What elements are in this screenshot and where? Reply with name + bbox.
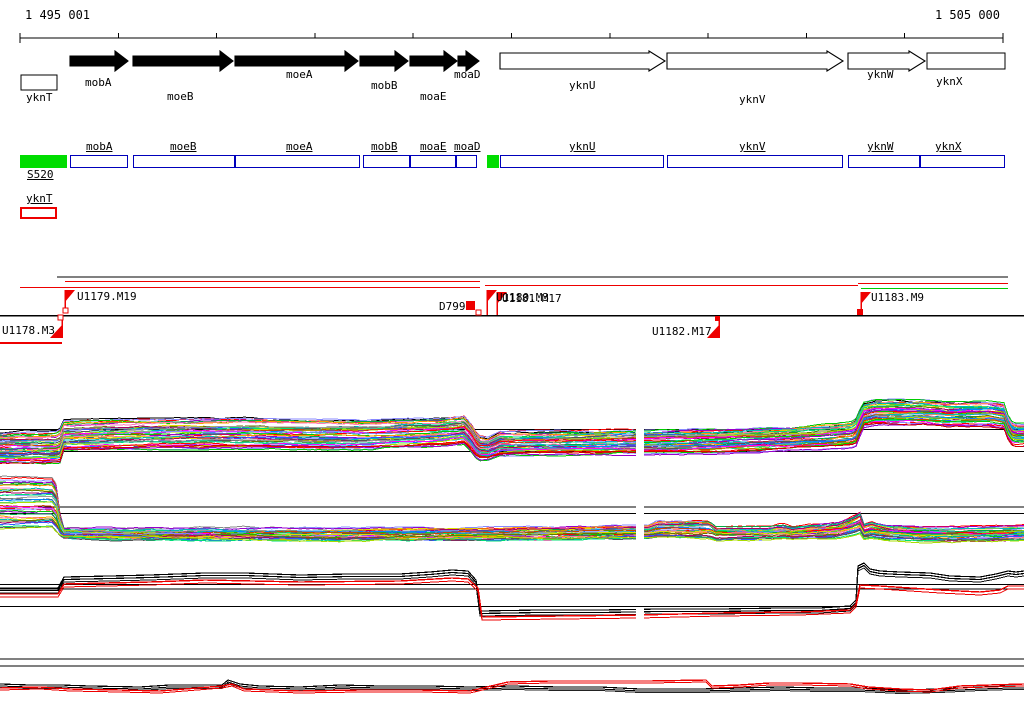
gene-label-yknW: yknW (867, 68, 894, 81)
expression-panel-2-line-33 (0, 525, 1024, 542)
gene-label-yknX: yknX (936, 75, 963, 88)
gene-yknW[interactable] (847, 50, 927, 72)
expression-panel-1-line-13 (0, 404, 1024, 444)
feature-label-yknT: yknT (26, 192, 53, 205)
expression-panel-2-line-34 (0, 525, 1024, 542)
gene-label-moaD: moaD (454, 68, 481, 81)
expression-panel-2-missing-data-gap (636, 478, 644, 552)
probe-label-yknX: yknX (935, 140, 962, 153)
marker-u1182-m17-flag[interactable] (707, 325, 719, 338)
marker-d799-square[interactable] (466, 301, 475, 310)
probe-box-yknU[interactable] (500, 155, 664, 168)
expression-panel-2-line-6 (0, 483, 1024, 534)
probe-box-mobB[interactable] (363, 155, 410, 168)
expression-panel-4-series-4 (0, 681, 1024, 694)
gene-moaD[interactable] (457, 49, 480, 73)
marker-u1179-m19-label[interactable]: U1179.M19 (77, 290, 137, 303)
marker-d799-label[interactable]: D799 (439, 300, 466, 313)
marker-u1183-m9-label[interactable]: U1183.M9 (871, 291, 924, 304)
gene-moaE[interactable] (409, 49, 458, 73)
gene-label-yknV: yknV (739, 93, 766, 106)
marker-u1179-m19-open-square[interactable] (62, 307, 69, 314)
expression-panel-1-line-19 (0, 411, 1024, 450)
marker-u1179-m19-flag[interactable] (65, 290, 75, 302)
marker-u1180-m3-flag[interactable] (487, 290, 497, 302)
marker-u1180-m3-label[interactable]: U1180.M3 (496, 291, 549, 304)
gene-label-moeB: moeB (167, 90, 194, 103)
probe-label-mobB: mobB (371, 140, 398, 153)
expression-panel-1-missing-data-gap (636, 396, 644, 470)
probe-box-moaD[interactable] (456, 155, 477, 168)
ruler-start-coordinate: 1 495 001 (25, 8, 91, 22)
gene-label-mobA: mobA (85, 76, 112, 89)
probe-box-yknX[interactable] (920, 155, 1005, 168)
feature-box-yknT[interactable] (20, 207, 57, 219)
gene-label-moeA: moeA (286, 68, 313, 81)
ruler-end-coordinate: 1 505 000 (934, 8, 1000, 22)
probe-box-moaE[interactable] (410, 155, 456, 168)
gene-yknT[interactable] (20, 74, 58, 91)
segment-box-S520[interactable] (20, 155, 67, 168)
probe-label-moaD: moaD (454, 140, 481, 153)
probe-label-yknV: yknV (739, 140, 766, 153)
probe-label-yknW: yknW (867, 140, 894, 153)
expression-panel-3-series-1 (0, 564, 1024, 615)
expression-panel-3-missing-data-gap (636, 608, 644, 622)
probe-box-yknV[interactable] (667, 155, 843, 168)
probe-box-yknW[interactable] (848, 155, 920, 168)
probe-label-moeA: moeA (286, 140, 313, 153)
marker-u1182-m17-square[interactable] (715, 316, 720, 321)
probe-label-yknU: yknU (569, 140, 596, 153)
gene-yknV[interactable] (666, 50, 845, 72)
expression-panel-3-series-4 (0, 580, 1024, 621)
gene-moeA[interactable] (234, 49, 359, 73)
probe-label-mobA: mobA (86, 140, 113, 153)
segment-box[interactable] (487, 155, 499, 168)
marker-u1178-m3-open-square[interactable] (57, 314, 64, 321)
marker-u1178-m3-flag[interactable] (50, 325, 62, 338)
marker-u1181-m17-flag[interactable] (497, 292, 507, 304)
probe-box-moeA[interactable] (235, 155, 360, 168)
expression-panel-1-line-45 (0, 422, 1024, 465)
expression-panel-4-series-3 (0, 679, 1024, 692)
expression-panel-2-line-35 (0, 526, 1024, 544)
gene-label-moaE: moaE (420, 90, 447, 103)
gene-mobA[interactable] (69, 49, 129, 73)
expression-panel-3-series-3 (0, 577, 1024, 618)
gene-mobB[interactable] (359, 49, 409, 73)
expression-panel-4-series-1 (0, 681, 1024, 693)
expression-panel-4-series-0 (0, 679, 1024, 691)
gene-yknU[interactable] (499, 50, 667, 72)
marker-u1183-m9-flag[interactable] (861, 292, 871, 304)
gene-yknX[interactable] (926, 52, 1006, 70)
segment-label-S520: S520 (27, 168, 54, 181)
gene-label-yknU: yknU (569, 79, 596, 92)
marker-u1182-m17-label[interactable]: U1182.M17 (652, 325, 712, 338)
probe-label-moaE: moaE (420, 140, 447, 153)
expression-panel-1-line-44 (0, 423, 1024, 464)
gene-moeB[interactable] (132, 49, 234, 73)
probe-box-moeB[interactable] (133, 155, 235, 168)
expression-panel-1-line-31 (0, 416, 1024, 455)
marker-d799-open-square[interactable] (475, 309, 482, 316)
expression-panel-3-series-0 (0, 562, 1024, 612)
marker-u1178-m3-label[interactable]: U1178.M3 (2, 324, 55, 337)
marker-u1183-m9-square[interactable] (857, 309, 863, 315)
probe-box-mobA[interactable] (70, 155, 128, 168)
gene-label-mobB: mobB (371, 79, 398, 92)
marker-u1181-m17-label[interactable]: U1181.M17 (502, 292, 562, 305)
probe-label-moeB: moeB (170, 140, 197, 153)
gene-label-yknT: yknT (26, 91, 53, 104)
